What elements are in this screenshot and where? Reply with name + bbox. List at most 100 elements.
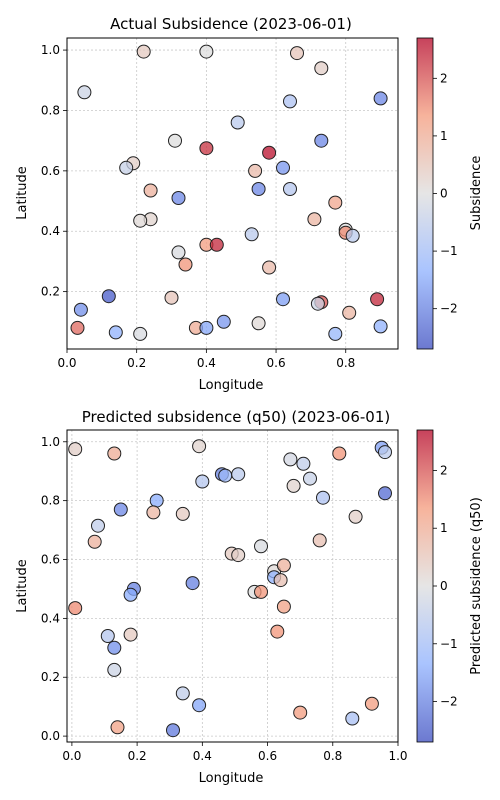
x-ticks: 0.0 0.2 0.4 0.6 0.8 1.0 bbox=[62, 742, 408, 763]
data-point bbox=[133, 213, 148, 228]
data-point bbox=[378, 486, 392, 501]
x-tick-label: 0.0 bbox=[62, 749, 81, 763]
data-point bbox=[370, 292, 385, 307]
data-point bbox=[328, 195, 343, 210]
data-point bbox=[314, 61, 329, 76]
points-layer bbox=[68, 439, 392, 738]
data-point bbox=[164, 290, 179, 305]
y-tick-label: 1.0 bbox=[41, 435, 60, 449]
data-point bbox=[107, 446, 122, 461]
data-point bbox=[251, 316, 266, 331]
chart-title: Predicted subsidence (q50) (2023-06-01) bbox=[82, 408, 390, 426]
data-point bbox=[283, 94, 297, 109]
data-point bbox=[110, 720, 125, 735]
data-point bbox=[143, 183, 158, 198]
colorbar-tick-label: −1 bbox=[440, 244, 458, 258]
colorbar bbox=[416, 429, 434, 743]
data-point bbox=[328, 326, 343, 341]
y-tick-label: 0.2 bbox=[41, 285, 60, 299]
data-point bbox=[286, 478, 301, 493]
colorbar-tick-label: −2 bbox=[440, 302, 458, 316]
data-point bbox=[218, 468, 233, 483]
data-point bbox=[123, 587, 138, 602]
x-axis-label: Longitude bbox=[199, 771, 264, 786]
actual-subsidence-panel: Actual Subsidence (2023-06-01) 0.0 0.2 0.4… bbox=[15, 15, 484, 393]
data-point bbox=[332, 446, 347, 461]
data-point bbox=[231, 467, 246, 482]
data-point bbox=[345, 711, 360, 726]
y-axis-label: Latitude bbox=[15, 559, 30, 613]
data-point bbox=[192, 439, 207, 454]
data-point bbox=[146, 505, 161, 520]
data-point bbox=[185, 576, 200, 591]
colorbar-tick-label: −2 bbox=[440, 695, 458, 709]
data-point bbox=[209, 237, 224, 252]
colorbar-tick-label: 1 bbox=[440, 521, 448, 535]
data-point bbox=[171, 191, 186, 205]
x-tick-label: 0.4 bbox=[197, 356, 216, 370]
data-point bbox=[307, 212, 322, 227]
data-point bbox=[262, 260, 277, 275]
data-point bbox=[270, 624, 285, 639]
data-point bbox=[91, 518, 105, 533]
data-point bbox=[216, 314, 231, 329]
data-point bbox=[195, 474, 210, 489]
data-point bbox=[68, 601, 83, 616]
y-tick-label: 0.6 bbox=[41, 164, 60, 178]
y-tick-label: 0.4 bbox=[41, 611, 60, 625]
data-point bbox=[314, 133, 329, 148]
colorbar-label: Predicted subsidence (q50) bbox=[469, 497, 484, 675]
data-point bbox=[199, 44, 214, 59]
x-tick-label: 0.2 bbox=[128, 749, 147, 763]
colorbar-tick-label: 0 bbox=[440, 579, 448, 593]
data-point bbox=[178, 257, 193, 272]
x-tick-label: 0.8 bbox=[323, 749, 342, 763]
data-point bbox=[199, 141, 214, 156]
data-point bbox=[283, 182, 297, 196]
data-point bbox=[345, 228, 360, 243]
data-point bbox=[254, 539, 268, 554]
data-point bbox=[73, 302, 88, 317]
x-tick-label: 0.6 bbox=[267, 356, 286, 370]
data-point bbox=[231, 548, 246, 563]
data-point bbox=[262, 145, 277, 160]
data-point bbox=[68, 442, 83, 457]
colorbar bbox=[416, 37, 434, 350]
data-point bbox=[149, 493, 164, 508]
x-tick-label: 0.6 bbox=[258, 749, 277, 763]
y-tick-label: 0.4 bbox=[41, 224, 60, 238]
data-point bbox=[303, 471, 317, 486]
data-point bbox=[373, 319, 388, 334]
colorbar-tick-label: −1 bbox=[440, 637, 458, 651]
y-tick-label: 0.6 bbox=[41, 553, 60, 567]
data-point bbox=[251, 182, 266, 196]
data-point bbox=[273, 573, 288, 588]
x-tick-label: 0.8 bbox=[336, 356, 355, 370]
data-point bbox=[175, 686, 190, 701]
x-tick-label: 1.0 bbox=[388, 749, 407, 763]
data-point bbox=[342, 305, 357, 320]
data-point bbox=[378, 445, 392, 460]
data-point bbox=[316, 490, 330, 505]
data-point bbox=[175, 506, 190, 521]
data-point bbox=[290, 46, 304, 61]
data-point bbox=[136, 44, 151, 59]
data-point bbox=[166, 723, 180, 738]
data-point bbox=[101, 289, 116, 304]
y-ticks: 0.2 0.4 0.6 0.8 1.0 bbox=[41, 43, 67, 299]
chart-title: Actual Subsidence (2023-06-01) bbox=[110, 15, 352, 33]
y-ticks: 0.0 0.2 0.4 0.6 0.8 1.0 bbox=[41, 435, 67, 743]
data-point bbox=[171, 245, 186, 260]
data-point bbox=[113, 502, 128, 517]
plot-frame bbox=[66, 37, 399, 350]
x-axis-label: Longitude bbox=[199, 378, 264, 393]
colorbar-ticks: −2 −1 0 1 2 bbox=[433, 463, 458, 709]
data-point bbox=[119, 160, 134, 175]
data-point bbox=[199, 320, 214, 335]
y-tick-label: 0.8 bbox=[41, 494, 60, 508]
y-tick-label: 1.0 bbox=[41, 43, 60, 57]
data-point bbox=[100, 629, 115, 643]
data-point bbox=[230, 115, 245, 130]
predicted-subsidence-panel: Predicted subsidence (q50) (2023-06-01) … bbox=[15, 408, 484, 786]
